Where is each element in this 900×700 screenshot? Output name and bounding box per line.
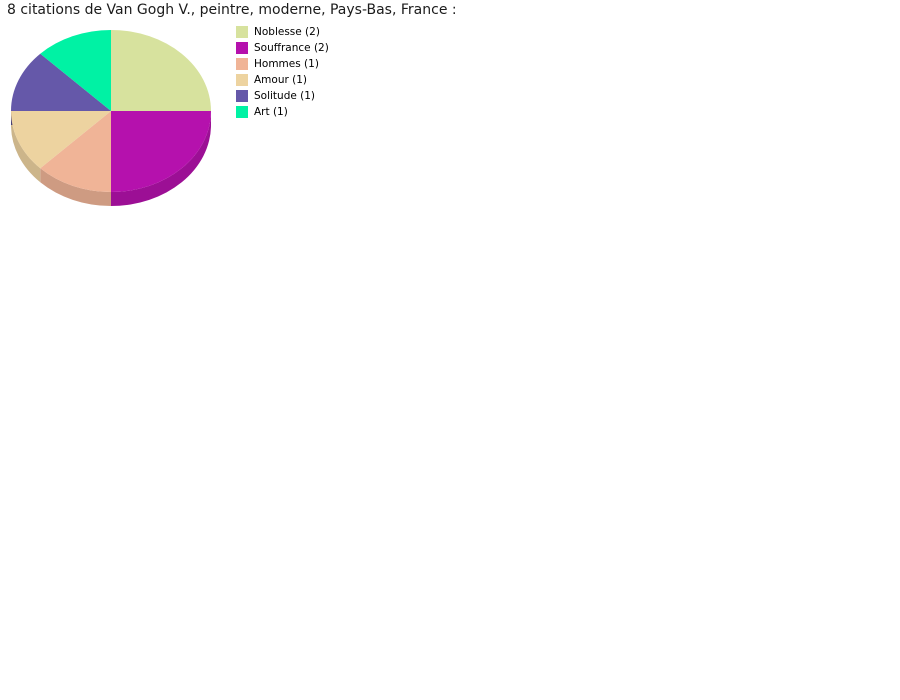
legend-item: Souffrance (2) (236, 40, 329, 56)
pie-slice-souffrance (111, 111, 211, 192)
chart-title: 8 citations de Van Gogh V., peintre, mod… (7, 2, 457, 18)
pie-slice-side-hommes (40, 168, 111, 206)
legend-item: Amour (1) (236, 72, 329, 88)
legend-swatch-art (236, 106, 248, 118)
pie-slice-solitude (11, 53, 111, 111)
legend-swatch-amour (236, 74, 248, 86)
pie-slice-side-souffrance (111, 111, 211, 206)
legend-item: Noblesse (2) (236, 24, 329, 40)
pie-chart (11, 30, 211, 206)
legend-label: Art (1) (254, 106, 288, 118)
legend-item: Solitude (1) (236, 88, 329, 104)
legend: Noblesse (2) Souffrance (2) Hommes (1) Amou… (236, 24, 329, 120)
legend-label: Solitude (1) (254, 90, 316, 102)
pie-slice-amour (11, 111, 111, 169)
legend-label: Noblesse (2) (254, 26, 320, 38)
legend-swatch-noblesse (236, 26, 248, 38)
legend-swatch-hommes (236, 58, 248, 70)
pie-slice-art (40, 30, 111, 111)
legend-label: Hommes (1) (254, 58, 319, 70)
pie-slice-noblesse (111, 30, 211, 111)
legend-swatch-souffrance (236, 42, 248, 54)
legend-swatch-solitude (236, 90, 248, 102)
pie-slice-side-amour (11, 111, 41, 183)
legend-item: Hommes (1) (236, 56, 329, 72)
legend-label: Amour (1) (254, 74, 308, 86)
legend-label: Souffrance (2) (254, 42, 329, 54)
pie-slice-hommes (40, 111, 111, 192)
legend-item: Art (1) (236, 104, 329, 120)
